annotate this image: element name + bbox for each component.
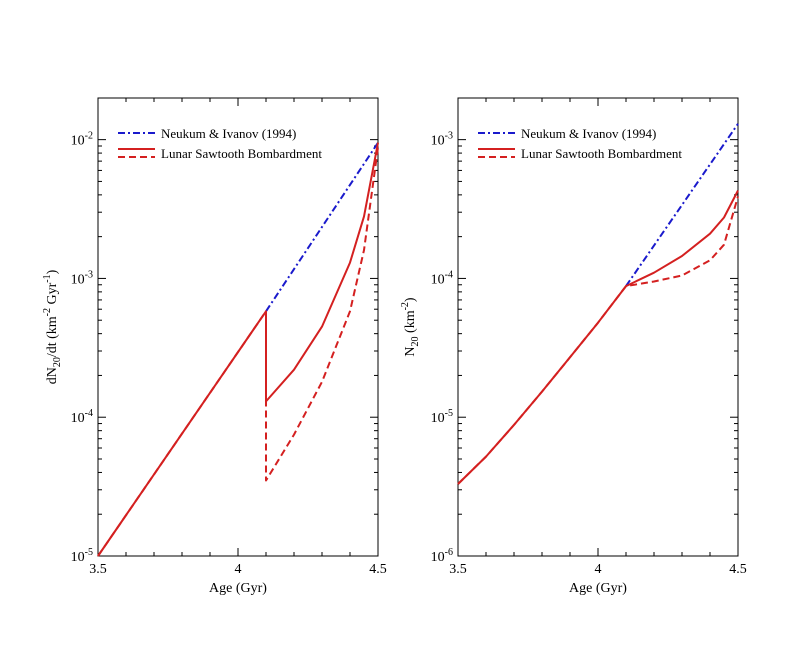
right-panel: 3.5 4 4.510-610-510-410-3 Neukum & Ivanov …	[400, 97, 747, 596]
y-tick-label-exponent: -4	[85, 408, 93, 419]
y-tick-label: 10-5	[71, 547, 93, 565]
y-tick-label-base: 10	[71, 134, 85, 149]
y-tick-label: 10-3	[71, 269, 93, 287]
y-tick-label-base: 10	[431, 550, 445, 565]
series-line-sawtooth-dashed	[457, 196, 739, 485]
left-ylabel-rest: /dt (km	[45, 316, 60, 357]
left-x-axis-label: Age (Gyr)	[209, 581, 267, 596]
y-tick-label: 10-6	[431, 547, 453, 565]
right-y-axis-label: N20 (km-2)	[400, 297, 421, 357]
left-legend: Neukum & Ivanov (1994) Lunar Sawtooth Bo…	[118, 126, 322, 161]
y-tick-label-base: 10	[71, 272, 85, 287]
y-tick-label-exponent: -3	[85, 269, 93, 280]
y-tick-label-exponent: -4	[445, 269, 453, 280]
y-tick-label: 10-2	[71, 131, 93, 149]
series-line-sawtooth-dashed	[97, 147, 379, 557]
left-legend-label-sawtooth: Lunar Sawtooth Bombardment	[161, 146, 322, 161]
y-tick-label: 10-3	[431, 131, 453, 149]
right-ylabel-rest: (km	[403, 310, 418, 336]
left-ylabel-sub: 20	[52, 357, 63, 367]
left-ylabel-base: dN	[45, 367, 60, 384]
right-legend: Neukum & Ivanov (1994) Lunar Sawtooth Bo…	[478, 126, 682, 161]
y-tick-label-base: 10	[431, 134, 445, 149]
y-tick-label: 10-4	[431, 269, 453, 287]
left-ylabel-end: )	[45, 269, 60, 274]
y-tick-label-base: 10	[71, 411, 85, 426]
y-tick-label-base: 10	[71, 550, 85, 565]
y-tick-label-base: 10	[431, 411, 445, 426]
series-line-neukum	[625, 123, 739, 287]
left-panel: 3.5 4 4.510-510-410-310-2 Neukum & Ivanov …	[42, 97, 387, 596]
left-ylabel-sup2: -1	[42, 274, 53, 282]
left-ylabel-mid: Gyr	[45, 282, 60, 308]
left-ylabel-sup1: -2	[42, 308, 53, 316]
right-legend-label-neukum: Neukum & Ivanov (1994)	[521, 126, 656, 141]
left-legend-label-neukum: Neukum & Ivanov (1994)	[161, 126, 296, 141]
x-tick-label: 4	[235, 562, 242, 577]
right-series	[457, 123, 739, 485]
y-tick-label: 10-5	[431, 408, 453, 426]
right-x-axis-label: Age (Gyr)	[569, 581, 627, 596]
left-y-axis-label: dN20/dt (km-2 Gyr-1)	[42, 269, 63, 384]
y-tick-label: 10-4	[71, 408, 93, 426]
left-ticks: 3.5 4 4.510-510-410-310-2	[71, 98, 387, 577]
right-ticks: 3.5 4 4.510-610-510-410-3	[431, 98, 747, 577]
right-ylabel-sup1: -2	[400, 302, 411, 310]
y-tick-label-exponent: -5	[445, 408, 453, 419]
x-tick-label: 3.5	[89, 562, 107, 577]
right-ylabel-end: )	[403, 297, 418, 302]
x-tick-label: 4	[595, 562, 602, 577]
right-ylabel-sub: 20	[410, 336, 421, 346]
x-tick-label: 3.5	[449, 562, 467, 577]
x-tick-label: 4.5	[729, 562, 747, 577]
y-tick-label-base: 10	[431, 272, 445, 287]
right-ylabel-base: N	[403, 346, 418, 356]
series-line-neukum	[265, 142, 379, 312]
y-tick-label-exponent: -5	[85, 547, 93, 558]
left-series	[97, 142, 379, 557]
y-tick-label-exponent: -6	[445, 547, 453, 558]
y-tick-label-exponent: -3	[445, 131, 453, 142]
right-legend-label-sawtooth: Lunar Sawtooth Bombardment	[521, 146, 682, 161]
x-tick-label: 4.5	[369, 562, 387, 577]
y-tick-label-exponent: -2	[85, 131, 93, 142]
